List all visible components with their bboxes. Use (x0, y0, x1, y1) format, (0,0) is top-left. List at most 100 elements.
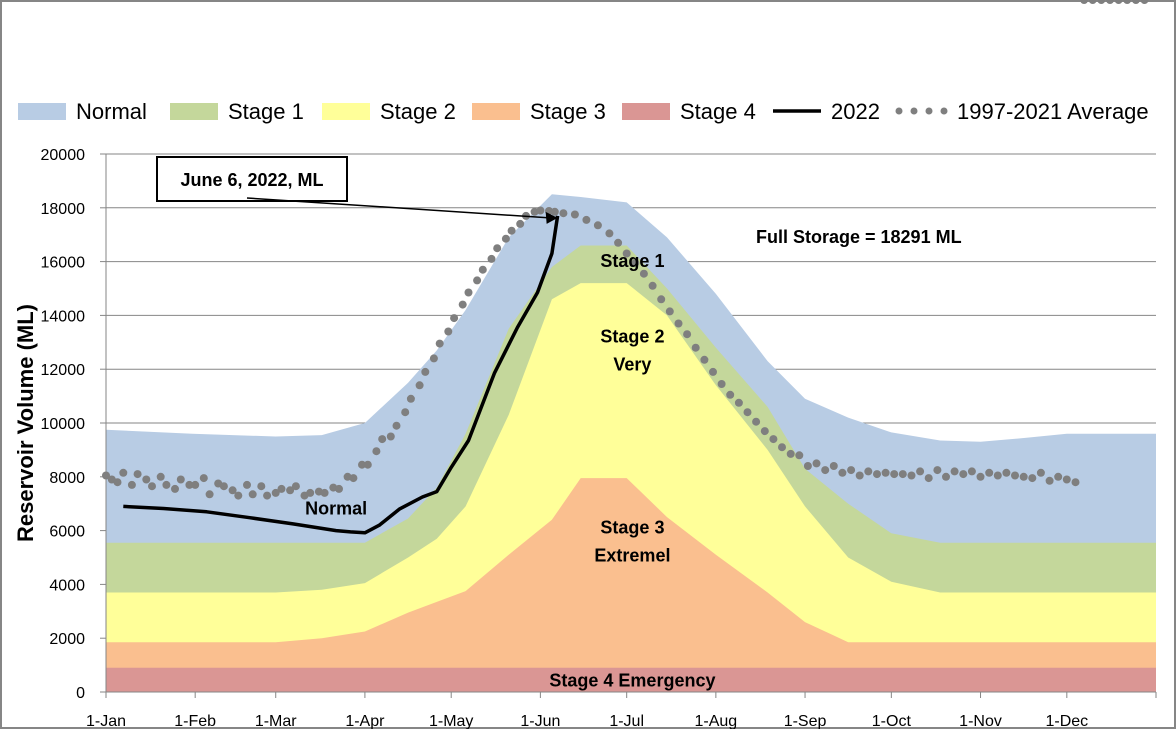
legend-item-stage-1-label: Stage 1 (228, 99, 304, 124)
average-point (1088, 0, 1097, 4)
average-point (933, 466, 942, 475)
average-point (717, 380, 726, 388)
region-label-very: Very (613, 355, 651, 375)
average-point (516, 219, 525, 228)
average-point (501, 234, 510, 243)
average-point (102, 471, 110, 480)
average-point (1097, 0, 1106, 4)
callout-arrowhead (545, 211, 558, 224)
band-stage-3 (106, 478, 1156, 692)
average-point (614, 238, 623, 247)
y-tick-label: 4000 (49, 577, 85, 594)
y-tick-label: 12000 (41, 362, 86, 379)
y-tick-label: 14000 (41, 308, 86, 325)
average-point (700, 355, 709, 364)
average-point (464, 288, 473, 297)
series-2022-line (123, 215, 560, 535)
average-point (444, 327, 453, 336)
average-point (191, 480, 200, 489)
average-point (769, 435, 778, 444)
average-point (363, 460, 372, 469)
average-point (985, 468, 994, 477)
legend-item-stage-1-swatch (170, 103, 218, 120)
average-point (162, 480, 171, 489)
x-tick-label: 1-Oct (872, 713, 912, 729)
average-point (743, 408, 752, 417)
average-point (386, 432, 395, 441)
average-point (1114, 0, 1123, 4)
average-point (372, 447, 381, 456)
y-tick-label: 0 (76, 685, 85, 702)
legend: Normal Stage 1 Stage 2 Stage 3 Stage 4 2022 19… (18, 99, 1149, 124)
average-point (133, 470, 142, 479)
x-tick-label: 1-Dec (1045, 713, 1088, 729)
average-point (415, 381, 424, 390)
average-point (257, 482, 266, 491)
average-point (1123, 0, 1132, 4)
average-point (478, 265, 487, 274)
average-point (803, 462, 812, 470)
x-tick-label: 1-Aug (695, 713, 738, 729)
annotations: June 6, 2022, ML Full Storage = 18291 ML N… (156, 156, 962, 691)
average-point (113, 478, 122, 487)
callout-box (156, 156, 348, 202)
average-point (205, 490, 214, 499)
average-point (778, 443, 786, 452)
x-tick-label: 1-Nov (959, 713, 1002, 729)
average-point (752, 417, 761, 426)
y-tick-label: 8000 (49, 470, 85, 487)
x-tick-label: 1-Mar (255, 713, 297, 729)
average-point (421, 367, 430, 376)
average-point (550, 207, 559, 216)
legend-item-stage-2-swatch (322, 103, 370, 120)
stage-bands (106, 194, 1156, 693)
average-point (674, 319, 683, 328)
region-label-normal: Normal (305, 498, 367, 518)
average-point (378, 435, 387, 444)
average-point (847, 466, 856, 475)
legend-item-1997-2021-average-label: 1997-2021 Average (957, 99, 1149, 124)
average-point (406, 394, 415, 403)
average-point (1054, 472, 1063, 481)
series-layer (102, 0, 1149, 535)
average-point (665, 307, 674, 316)
legend-item-1997-2021-average-swatch-dot (895, 107, 903, 115)
region-label-stage-2: Stage 2 (600, 326, 664, 346)
average-point (1036, 468, 1045, 477)
legend-item-1997-2021-average-swatch-dot (940, 107, 948, 115)
y-tick-label: 2000 (49, 631, 85, 648)
average-point (916, 467, 925, 476)
average-point (1045, 476, 1054, 485)
average-point (1002, 468, 1011, 477)
average-point (924, 474, 933, 483)
region-label-stage-1: Stage 1 (600, 251, 664, 271)
average-point (881, 468, 890, 477)
average-point (898, 470, 907, 479)
average-point (156, 472, 165, 481)
average-point (473, 276, 482, 285)
average-point (271, 488, 280, 497)
average-point (199, 474, 208, 483)
average-point (176, 475, 185, 484)
average-point (648, 281, 657, 290)
y-axis-title: Reservoir Volume (ML) (13, 304, 38, 542)
legend-item-stage-3-label: Stage 3 (530, 99, 606, 124)
y-tick-label: 18000 (41, 201, 86, 218)
region-label-stage-4-emergency: Stage 4 Emergency (549, 671, 715, 691)
average-point (234, 491, 243, 500)
axes: 0 2000 4000 6000 8000 10000 12000 14000 16000 180… (41, 147, 1157, 729)
average-point (812, 459, 821, 468)
y-tick-label: 10000 (41, 416, 86, 433)
average-point (821, 466, 830, 475)
average-point (185, 480, 194, 489)
legend-item-stage-4-swatch (622, 103, 670, 120)
legend-item-stage-2-label: Stage 2 (380, 99, 456, 124)
average-point (907, 471, 916, 480)
average-point (335, 484, 343, 493)
average-point (358, 460, 366, 469)
average-point (148, 482, 156, 491)
average-point (248, 490, 257, 499)
average-point (507, 226, 516, 235)
average-point (1011, 471, 1019, 480)
